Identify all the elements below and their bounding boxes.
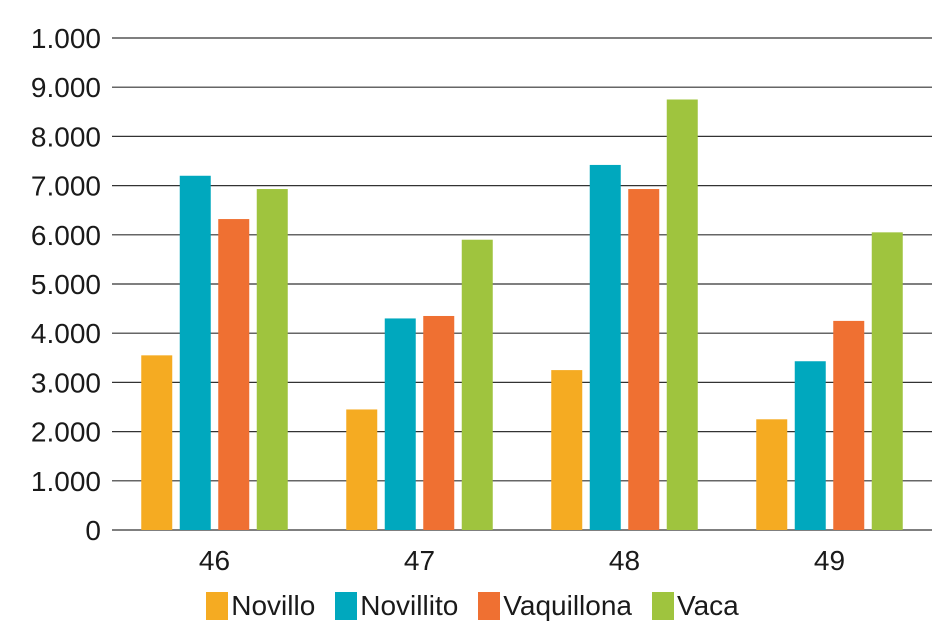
legend-swatch — [335, 592, 358, 620]
legend-item-novillo: Novillo — [206, 590, 315, 622]
legend-label: Novillito — [360, 590, 459, 621]
legend-swatch — [478, 592, 501, 620]
bar-novillito-49 — [794, 361, 826, 530]
x-category-label: 49 — [814, 545, 845, 576]
bar-vaquillona-47 — [423, 315, 455, 530]
y-axis-tick-labels: 0 1.000 2.000 3.000 4.000 5.000 6.000 7.000 8.00… — [31, 23, 101, 546]
y-tick-label: 3.000 — [31, 367, 101, 398]
bar-novillito-46 — [179, 175, 211, 530]
bar-vaca-46 — [256, 189, 288, 530]
bar-vaquillona-46 — [218, 219, 250, 530]
legend-item-novillito: Novillito — [335, 590, 458, 622]
y-tick-label: 9.000 — [31, 72, 101, 103]
legend-label: Vaca — [677, 590, 739, 621]
legend-item-vaca: Vaca — [652, 590, 739, 622]
bar-novillo-47 — [346, 409, 378, 530]
y-tick-label: 7.000 — [31, 171, 101, 202]
y-tick-label: 6.000 — [31, 220, 101, 251]
bars — [141, 99, 903, 530]
legend-swatch — [206, 592, 229, 620]
y-tick-label: 4.000 — [31, 318, 101, 349]
bar-vaca-47 — [461, 239, 493, 530]
y-tick-label: 5.000 — [31, 269, 101, 300]
bar-novillito-47 — [384, 318, 416, 530]
bar-chart: 0 1.000 2.000 3.000 4.000 5.000 6.000 7.000 8.00… — [31, 23, 932, 576]
x-category-label: 48 — [609, 545, 640, 576]
bar-novillo-49 — [756, 419, 788, 530]
bar-novillito-48 — [589, 164, 621, 530]
bar-vaca-49 — [871, 232, 903, 530]
bar-vaquillona-48 — [628, 189, 660, 530]
x-axis-category-labels: 46 47 48 49 — [199, 545, 845, 576]
legend: Novillo Novillito Vaquillona Vaca — [0, 588, 945, 624]
legend-item-vaquillona: Vaquillona — [478, 590, 632, 622]
x-category-label: 46 — [199, 545, 230, 576]
y-tick-label: 8.000 — [31, 121, 101, 152]
legend-label: Novillo — [231, 590, 316, 621]
legend-label: Vaquillona — [503, 590, 632, 621]
y-tick-label: 1.000 — [31, 23, 101, 54]
bar-vaca-48 — [666, 99, 698, 530]
x-category-label: 47 — [404, 545, 435, 576]
y-tick-label: 0 — [85, 515, 101, 546]
bar-novillo-46 — [141, 355, 173, 530]
legend-swatch — [652, 592, 674, 620]
y-tick-label: 2.000 — [31, 417, 101, 448]
bar-vaquillona-49 — [833, 320, 865, 530]
y-tick-label: 1.000 — [31, 466, 101, 497]
bar-novillo-48 — [551, 370, 583, 530]
